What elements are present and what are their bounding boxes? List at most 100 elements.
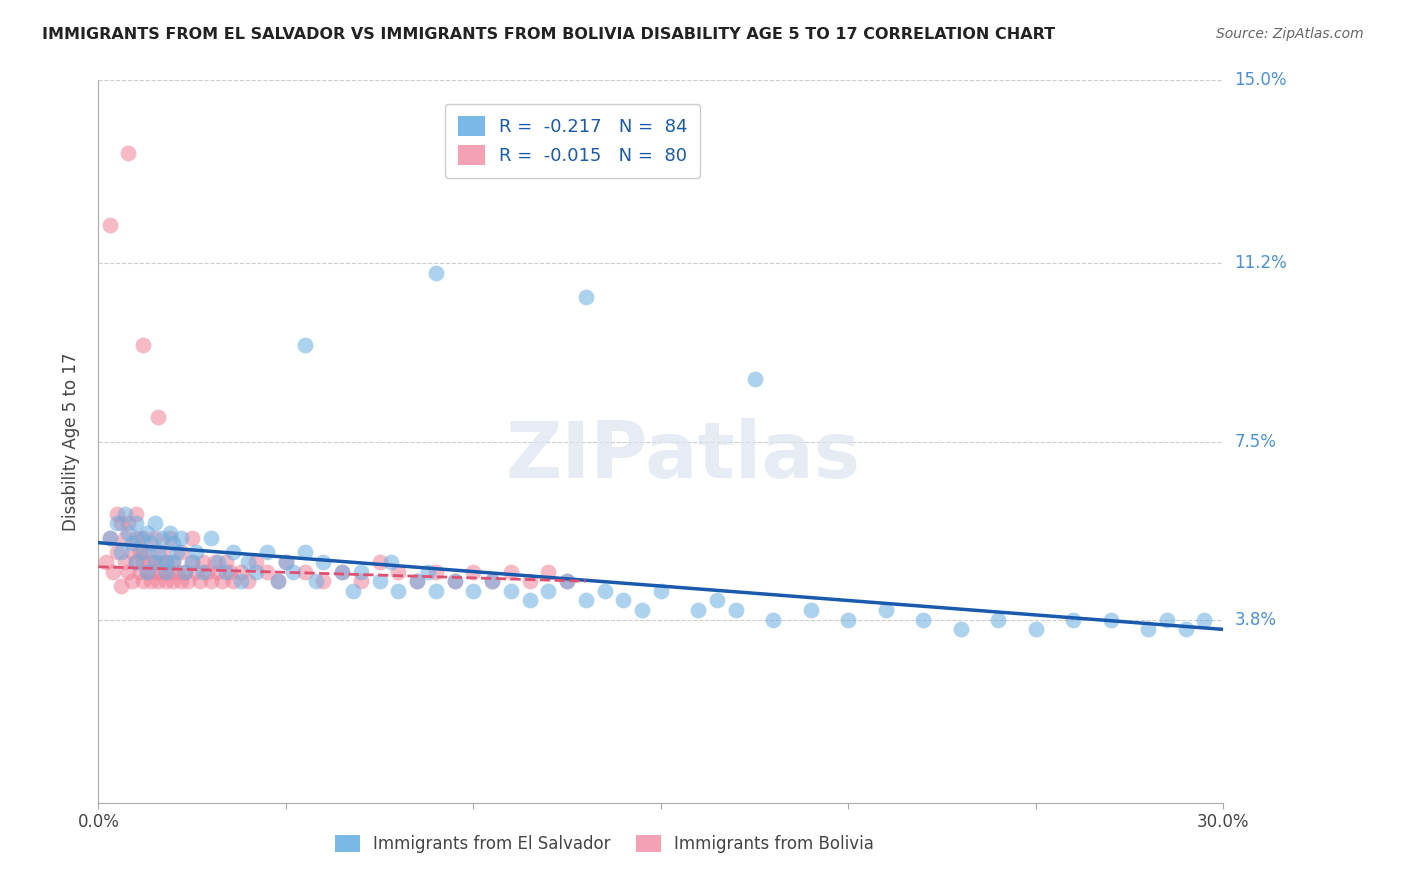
Point (143, 531, 166, 545)
Point (425, 583, 447, 598)
Point (875, 603, 897, 617)
Point (267, 574, 290, 589)
Point (1174, 623, 1197, 637)
Point (132, 545, 155, 559)
Point (425, 266, 447, 280)
Point (148, 545, 170, 559)
Point (555, 574, 578, 589)
Point (762, 613, 785, 627)
Text: 11.2%: 11.2% (1234, 254, 1286, 272)
Y-axis label: Disability Age 5 to 17: Disability Age 5 to 17 (62, 352, 80, 531)
Point (159, 526, 181, 541)
Point (1156, 613, 1178, 627)
Point (184, 545, 207, 559)
Point (136, 545, 159, 559)
Point (128, 565, 150, 579)
Point (204, 555, 226, 569)
Point (143, 516, 166, 531)
Point (688, 603, 710, 617)
Point (188, 574, 211, 589)
Point (110, 545, 132, 559)
Point (114, 507, 136, 521)
Text: 7.5%: 7.5% (1234, 433, 1277, 450)
Point (238, 555, 260, 569)
Point (222, 545, 245, 559)
Point (136, 565, 159, 579)
Point (294, 565, 316, 579)
Point (98, 531, 121, 545)
Point (800, 603, 823, 617)
Text: ZIPatlas: ZIPatlas (506, 418, 860, 494)
Point (98, 531, 121, 545)
Point (368, 555, 391, 569)
Point (125, 555, 148, 569)
Point (350, 574, 373, 589)
Point (181, 555, 204, 569)
Point (575, 593, 598, 607)
Point (139, 535, 162, 549)
Point (166, 565, 188, 579)
Point (238, 574, 260, 589)
Point (612, 593, 634, 607)
Point (121, 535, 143, 549)
Point (155, 574, 177, 589)
Point (207, 565, 229, 579)
Point (218, 565, 240, 579)
Point (949, 623, 972, 637)
Point (481, 574, 503, 589)
Point (181, 555, 204, 569)
Point (195, 565, 218, 579)
Point (114, 531, 136, 545)
Point (121, 574, 143, 589)
Point (159, 565, 181, 579)
Point (519, 593, 541, 607)
Point (537, 583, 560, 598)
Point (387, 583, 409, 598)
Point (229, 574, 252, 589)
Text: 15.0%: 15.0% (1234, 71, 1286, 89)
Point (166, 545, 188, 559)
Point (256, 545, 278, 559)
Point (537, 565, 560, 579)
Point (117, 526, 139, 541)
Point (200, 574, 222, 589)
Point (150, 531, 173, 545)
Point (215, 555, 238, 569)
Point (121, 545, 143, 559)
Point (229, 565, 252, 579)
Point (128, 545, 150, 559)
Legend: Immigrants from El Salvador, Immigrants from Bolivia: Immigrants from El Salvador, Immigrants … (329, 828, 880, 860)
Point (105, 545, 128, 559)
Point (150, 565, 173, 579)
Text: 3.8%: 3.8% (1234, 611, 1277, 629)
Point (245, 565, 267, 579)
Point (148, 555, 170, 569)
Point (330, 565, 353, 579)
Point (148, 574, 170, 589)
Point (181, 531, 204, 545)
Point (117, 516, 139, 531)
Point (139, 555, 162, 569)
Point (200, 531, 222, 545)
Point (380, 555, 402, 569)
Point (143, 565, 166, 579)
Point (132, 555, 155, 569)
Point (294, 338, 316, 352)
Point (170, 531, 193, 545)
Point (170, 545, 193, 559)
Point (418, 565, 440, 579)
Point (312, 574, 335, 589)
Point (207, 555, 229, 569)
Point (350, 565, 373, 579)
Point (519, 574, 541, 589)
Point (406, 574, 429, 589)
Point (256, 565, 278, 579)
Point (555, 574, 578, 589)
Point (267, 574, 290, 589)
Point (136, 565, 159, 579)
Point (744, 372, 766, 386)
Point (173, 565, 195, 579)
Point (193, 555, 215, 569)
Point (103, 565, 125, 579)
Point (283, 565, 305, 579)
